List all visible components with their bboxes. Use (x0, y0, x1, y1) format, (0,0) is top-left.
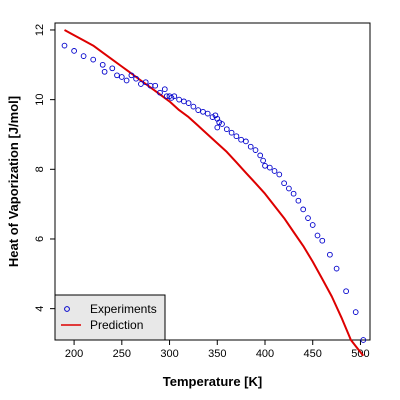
experiment-point (171, 93, 178, 100)
experiment-point (118, 74, 125, 80)
x-axis-title: Temperature [K] (163, 374, 262, 389)
y-axis-title: Heat of Vaporization [J/mol] (6, 96, 21, 267)
experiment-point (219, 121, 225, 127)
y-tick-label: 6 (34, 236, 46, 242)
x-tick-label: 450 (304, 348, 322, 360)
experiment-point (309, 222, 316, 228)
legend-marker-experiments (64, 306, 70, 312)
experiment-point (228, 129, 235, 136)
experiment-point (99, 61, 106, 68)
x-tick-label: 300 (160, 348, 178, 360)
experiment-point (209, 114, 216, 120)
experiment-point (90, 56, 97, 63)
experiment-point (352, 309, 359, 315)
x-tick-label: 250 (113, 348, 131, 360)
experiment-point (71, 48, 77, 54)
experiment-point (300, 206, 307, 213)
y-tick-label: 12 (34, 24, 46, 36)
y-tick-label: 8 (34, 166, 46, 172)
experiment-point (101, 68, 108, 75)
experiment-point (142, 79, 149, 86)
x-axis: 200 250 300 350 400 450 500 (65, 340, 370, 360)
experiment-point (223, 126, 230, 133)
experiment-point (157, 89, 163, 96)
experiment-point (123, 77, 130, 84)
experiment-point (114, 72, 120, 79)
experiment-point (271, 168, 278, 174)
experiment-point (238, 136, 244, 143)
prediction-line (64, 29, 365, 357)
experiment-point (109, 65, 116, 72)
experiment-point (204, 110, 211, 117)
experiment-point (286, 185, 292, 192)
experiment-point (133, 75, 139, 82)
x-tick-label: 200 (65, 348, 83, 360)
legend-label-prediction: Prediction (90, 318, 143, 332)
experiment-point (333, 265, 340, 272)
y-tick-label: 10 (34, 94, 46, 106)
experiment-point (163, 93, 170, 100)
legend-label-experiments: Experiments (90, 302, 157, 316)
experiment-point (233, 133, 240, 140)
experiment-point (290, 190, 297, 197)
experiment-point (152, 82, 159, 89)
experiment-point (247, 143, 254, 150)
experiment-point (168, 95, 175, 101)
experiment-point (327, 251, 333, 258)
experiment-point (252, 147, 259, 153)
experiment-point (185, 100, 192, 106)
x-tick-label: 500 (351, 348, 369, 360)
experiment-point (314, 232, 321, 239)
experiment-point (343, 288, 349, 295)
legend: Experiments Prediction (54, 294, 166, 341)
experiment-point (360, 337, 367, 343)
series-layer (61, 29, 367, 357)
experiment-point (128, 72, 135, 79)
experiment-point (195, 107, 202, 113)
experiment-point (80, 53, 87, 59)
experiment-point (61, 42, 68, 49)
legend-box (54, 294, 166, 341)
experiment-point (161, 86, 168, 93)
experiment-point (181, 98, 187, 105)
experiment-point (295, 197, 302, 204)
experiment-point (190, 103, 197, 110)
experiment-point (257, 152, 264, 159)
experiment-point (305, 215, 311, 221)
experiment-point (276, 171, 283, 178)
plot-frame (54, 22, 371, 341)
experiment-point (214, 124, 221, 131)
x-tick-label: 350 (208, 348, 226, 360)
y-tick-label: 4 (34, 306, 46, 312)
y-axis: 4 6 8 10 12 (34, 24, 55, 312)
x-tick-label: 400 (256, 348, 274, 360)
experiment-point (176, 96, 182, 103)
experiment-point (200, 108, 206, 115)
experiment-point (319, 237, 326, 244)
experiment-point (243, 138, 249, 145)
experiment-point (266, 164, 273, 171)
experiment-point (260, 157, 266, 164)
experiment-point (262, 162, 268, 169)
experiment-point (216, 119, 223, 126)
experiment-point (138, 81, 144, 87)
experiment-point (281, 180, 287, 187)
